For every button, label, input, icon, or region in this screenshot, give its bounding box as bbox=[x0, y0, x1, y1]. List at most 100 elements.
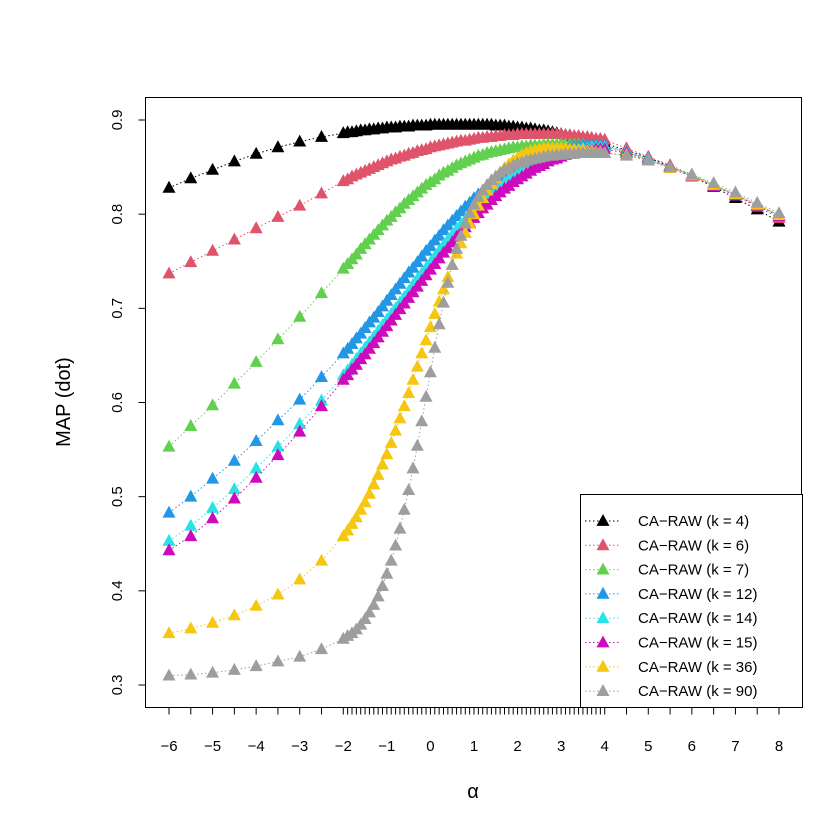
data-point bbox=[314, 129, 329, 142]
data-point bbox=[314, 370, 329, 382]
data-point bbox=[249, 146, 263, 159]
x-tick-label: −6 bbox=[160, 738, 177, 755]
data-point bbox=[362, 486, 376, 499]
data-point bbox=[436, 282, 451, 295]
data-point bbox=[384, 553, 398, 566]
data-point bbox=[393, 521, 407, 534]
data-point bbox=[362, 605, 376, 618]
x-tick-label: 4 bbox=[601, 738, 609, 755]
data-point bbox=[271, 654, 285, 667]
data-point bbox=[410, 438, 424, 451]
data-point bbox=[271, 439, 285, 452]
data-point bbox=[415, 346, 429, 359]
legend-label: CA−RAW (k = 90) bbox=[638, 683, 757, 700]
data-point bbox=[436, 295, 451, 308]
data-point bbox=[397, 502, 411, 515]
data-point bbox=[428, 340, 442, 353]
data-point bbox=[450, 242, 464, 254]
data-point bbox=[389, 538, 403, 551]
data-point bbox=[406, 372, 420, 385]
data-point bbox=[293, 392, 307, 405]
legend-marker bbox=[596, 659, 610, 672]
data-point bbox=[293, 572, 307, 585]
data-point bbox=[685, 167, 699, 180]
data-point bbox=[271, 209, 285, 222]
data-point bbox=[349, 510, 363, 523]
series-8 bbox=[162, 145, 786, 681]
y-tick-label: 0.3 bbox=[109, 675, 126, 696]
x-tick-label: −3 bbox=[291, 738, 308, 755]
data-point bbox=[162, 439, 176, 452]
data-point bbox=[227, 608, 241, 621]
series-2 bbox=[162, 127, 786, 279]
data-point bbox=[162, 180, 176, 193]
x-tick-label: −5 bbox=[204, 738, 221, 755]
data-point bbox=[314, 286, 329, 299]
data-point bbox=[402, 386, 416, 398]
y-axis: 0.3 0.4 0.5 0.6 0.7 0.8 0.9 bbox=[109, 110, 146, 696]
data-point bbox=[458, 216, 472, 229]
legend-box bbox=[580, 494, 803, 708]
data-point bbox=[375, 457, 390, 470]
data-point bbox=[415, 414, 429, 427]
y-tick-label: 0.7 bbox=[109, 298, 126, 319]
x-axis: −6 −5 −4 −3 −2 −1 0 1 2 3 4 5 6 7 8 bbox=[160, 707, 783, 755]
data-point bbox=[471, 190, 485, 203]
x-tick-label: 0 bbox=[426, 738, 434, 755]
data-point bbox=[454, 228, 468, 241]
legend-label: CA−RAW (k = 36) bbox=[638, 659, 757, 676]
legend-label: CA−RAW (k = 14) bbox=[638, 610, 757, 627]
data-point bbox=[750, 195, 764, 208]
data-point bbox=[663, 160, 677, 172]
data-point bbox=[249, 659, 263, 672]
data-point bbox=[393, 411, 407, 424]
x-tick-label: −1 bbox=[378, 738, 395, 755]
legend-marker bbox=[596, 514, 610, 526]
data-point bbox=[772, 206, 786, 219]
x-axis-title: α bbox=[467, 781, 479, 803]
y-tick-label: 0.9 bbox=[109, 110, 126, 131]
data-point bbox=[463, 206, 477, 219]
x-tick-label: 5 bbox=[644, 738, 652, 755]
data-point bbox=[184, 529, 198, 542]
data-point bbox=[271, 448, 285, 461]
data-point bbox=[227, 453, 241, 466]
data-point bbox=[206, 162, 220, 175]
data-point bbox=[406, 461, 420, 474]
legend-label: CA−RAW (k = 4) bbox=[638, 513, 749, 530]
data-point bbox=[271, 587, 285, 600]
data-point bbox=[162, 626, 176, 639]
data-point bbox=[397, 399, 411, 412]
data-point bbox=[371, 589, 385, 602]
data-point bbox=[227, 376, 241, 389]
data-point bbox=[162, 543, 176, 556]
data-point bbox=[271, 413, 285, 426]
legend-marker bbox=[596, 562, 610, 575]
legend-label: CA−RAW (k = 15) bbox=[638, 635, 757, 652]
data-point bbox=[293, 134, 307, 147]
x-tick-label: 2 bbox=[513, 738, 521, 755]
data-point bbox=[375, 579, 390, 592]
data-point bbox=[314, 553, 329, 566]
legend-label: CA−RAW (k = 6) bbox=[638, 537, 749, 554]
data-point bbox=[389, 423, 403, 436]
data-point bbox=[707, 176, 721, 188]
data-point bbox=[162, 668, 176, 681]
data-point bbox=[206, 398, 220, 411]
data-point bbox=[227, 232, 241, 245]
y-tick-label: 0.8 bbox=[109, 204, 126, 225]
data-point bbox=[162, 533, 176, 546]
x-tick-label: 7 bbox=[731, 738, 739, 755]
data-point bbox=[249, 470, 263, 483]
legend-label: CA−RAW (k = 7) bbox=[638, 562, 749, 579]
y-tick-label: 0.4 bbox=[109, 580, 126, 601]
legend-marker bbox=[596, 684, 610, 696]
x-tick-label: −2 bbox=[335, 738, 352, 755]
data-point bbox=[293, 309, 307, 322]
legend-marker bbox=[596, 538, 610, 551]
legend: CA−RAW (k = 4) CA−RAW (k = 6) CA−RAW (k = … bbox=[580, 494, 803, 708]
data-point bbox=[271, 140, 285, 153]
data-point bbox=[641, 153, 655, 166]
data-point bbox=[206, 500, 220, 513]
